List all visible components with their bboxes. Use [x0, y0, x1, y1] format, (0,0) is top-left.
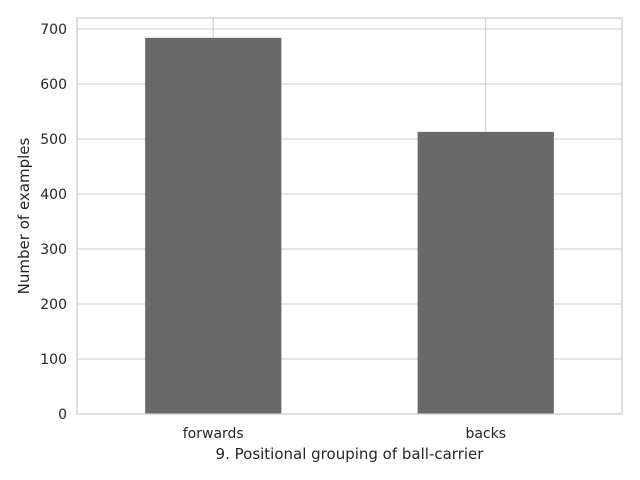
x-tick-label-backs: backs — [465, 426, 506, 442]
y-tick-labels: 0 100 200 300 400 500 600 700 — [40, 22, 67, 423]
bars — [145, 37, 554, 415]
plot-frame — [76, 17, 623, 415]
y-tick-label: 200 — [40, 297, 67, 313]
x-axis-label: 9. Positional grouping of ball-carrier — [216, 445, 485, 463]
y-tick-label: 0 — [58, 407, 67, 423]
y-tick-label: 400 — [40, 187, 67, 203]
bar-forwards — [145, 37, 282, 415]
y-tick-label: 500 — [40, 132, 67, 148]
y-tick-label: 100 — [40, 352, 67, 368]
y-tick-label: 300 — [40, 242, 67, 258]
x-tick-label-forwards: forwards — [183, 426, 244, 442]
bar-backs — [417, 131, 554, 414]
x-tick-labels: forwards backs — [183, 426, 506, 442]
y-tick-label: 600 — [40, 77, 67, 93]
y-axis-label: Number of examples — [15, 138, 33, 295]
y-tick-label: 700 — [40, 22, 67, 38]
